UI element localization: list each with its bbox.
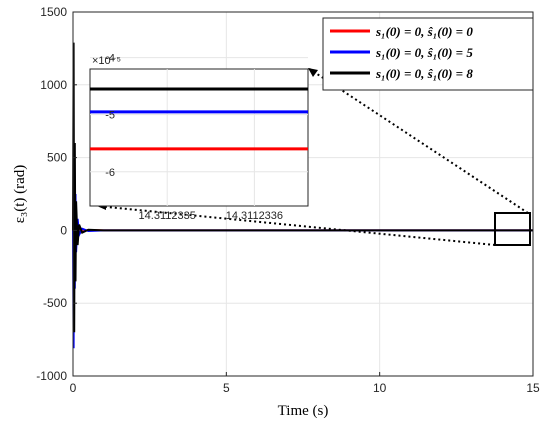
zoom-box <box>494 212 531 246</box>
y-axis-label: ε₃(t) (rad) <box>12 165 28 224</box>
x-tick-label: 10 <box>373 381 387 395</box>
arrowhead-upper <box>308 68 318 77</box>
inset: -4 -5 -6 14.3112335 14.3112336 ×10⁻⁵ <box>89 53 309 222</box>
y-tick-label: 500 <box>47 151 67 165</box>
zoom-connector-upper <box>307 67 529 214</box>
y-tick-label: -1000 <box>36 369 67 383</box>
y-tick-label: 0 <box>60 223 67 237</box>
inset-grid <box>90 57 308 206</box>
inset-y-tick-label: -4 <box>105 53 115 65</box>
zoom-connector-lower <box>96 205 496 246</box>
legend-label-1: s₁(0) = 0, ŝ₁(0) = 0 <box>375 24 473 39</box>
legend-label-3: s₁(0) = 0, ŝ₁(0) = 8 <box>375 66 473 81</box>
x-axis-label: Time (s) <box>278 403 329 419</box>
legend-label-2: s₁(0) = 0, ŝ₁(0) = 5 <box>375 45 473 60</box>
inset-x-tick-label: 14.3112335 <box>139 210 196 222</box>
inset-ticks: -4 -5 -6 14.3112335 14.3112336 <box>105 53 283 222</box>
x-tick-label: 15 <box>526 381 540 395</box>
plot-frame <box>72 11 534 377</box>
inset-y-tick-label: -6 <box>105 167 115 179</box>
inset-y-tick-label: -5 <box>105 110 115 122</box>
inset-exponent-label: ×10⁻⁵ <box>92 55 121 67</box>
inset-x-tick-label: 14.3112336 <box>226 210 283 222</box>
inset-frame <box>89 68 309 207</box>
x-tick-label: 5 <box>223 381 230 395</box>
y-tick-label: 1000 <box>40 78 67 92</box>
legend-items: s₁(0) = 0, ŝ₁(0) = 0 s₁(0) = 0, ŝ₁(0) = 5… <box>330 24 473 81</box>
legend: s₁(0) = 0, ŝ₁(0) = 0 s₁(0) = 0, ŝ₁(0) = 5… <box>322 17 534 91</box>
x-tick-label: 0 <box>70 381 77 395</box>
series-line-3 <box>72 42 533 333</box>
ticks: 0 5 10 15 1500 1000 500 0 -500 -1000 <box>36 5 540 395</box>
inset-lines <box>90 87 308 151</box>
y-tick-label: 1500 <box>40 5 67 19</box>
series-layer <box>72 42 533 349</box>
y-tick-label: -500 <box>43 296 67 310</box>
